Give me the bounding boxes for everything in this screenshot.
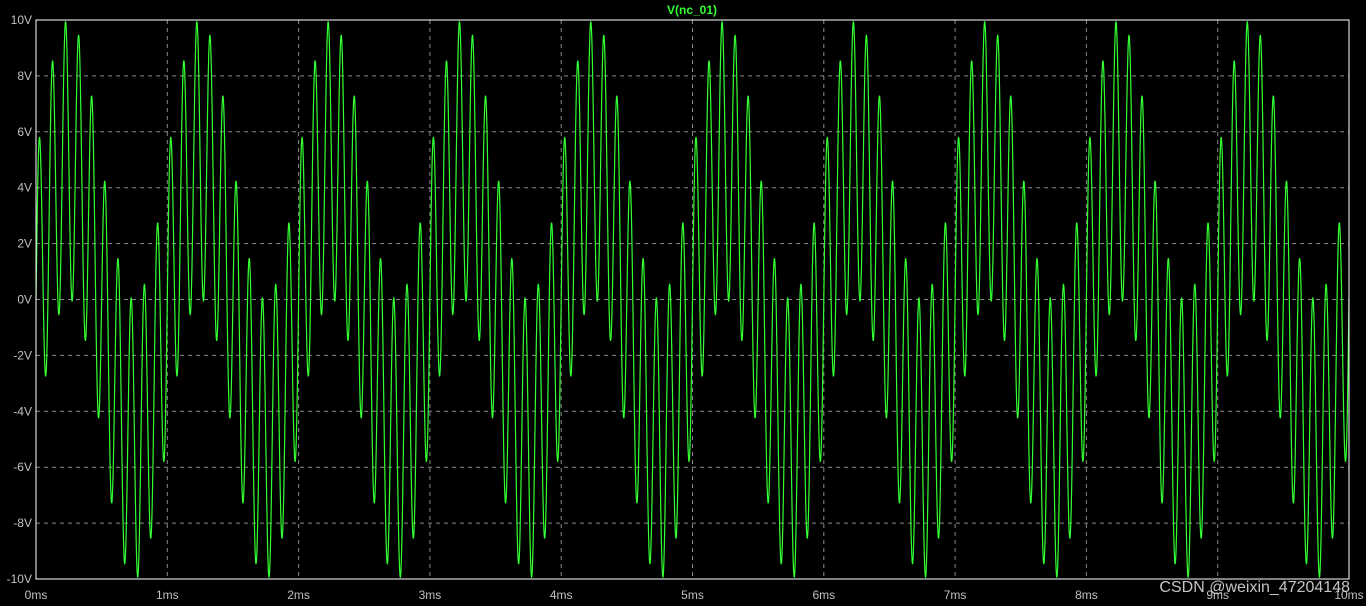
x-tick-label: 6ms [812,588,835,602]
trace-title[interactable]: V(nc_01) [667,3,717,17]
y-tick-label: -6V [13,460,32,474]
trace-group [35,21,1350,578]
y-tick-label: -2V [13,348,32,362]
x-tick-label: 8ms [1075,588,1098,602]
y-tick-label: 4V [17,181,32,195]
x-tick-label: 9ms [1206,588,1229,602]
y-axis-tick-labels: 10V 8V 6V 4V 2V 0V -2V -4V -6V -8V -10V [7,13,32,586]
x-axis-tick-labels: 0ms 1ms 2ms 3ms 4ms 5ms 6ms 7ms 8ms 9ms 10ms [25,588,1364,602]
y-tick-label: -10V [7,572,32,586]
x-tick-label: 1ms [156,588,179,602]
y-tick-label: 6V [17,125,32,139]
y-tick-label: -8V [13,516,32,530]
x-tick-label: 7ms [944,588,967,602]
y-tick-label: 2V [17,237,32,251]
x-tick-label: 2ms [287,588,310,602]
y-tick-label: -4V [13,404,32,418]
x-tick-label: 4ms [550,588,573,602]
y-tick-label: 0V [17,293,32,307]
x-tick-label: 0ms [25,588,48,602]
watermark-text: CSDN @weixin_47204148 [1159,579,1350,596]
y-tick-label: 10V [11,13,32,27]
x-tick-label: 3ms [419,588,442,602]
x-tick-label: 10ms [1334,588,1363,602]
x-tick-label: 5ms [681,588,704,602]
series-line [35,21,1350,578]
y-tick-label: 8V [17,69,32,83]
plot-frame [35,19,1350,580]
